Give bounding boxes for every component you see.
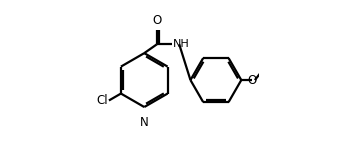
Text: Cl: Cl [96, 94, 108, 107]
Text: N: N [140, 116, 149, 129]
Text: NH: NH [173, 39, 190, 49]
Text: O: O [248, 74, 257, 87]
Text: O: O [152, 14, 162, 27]
